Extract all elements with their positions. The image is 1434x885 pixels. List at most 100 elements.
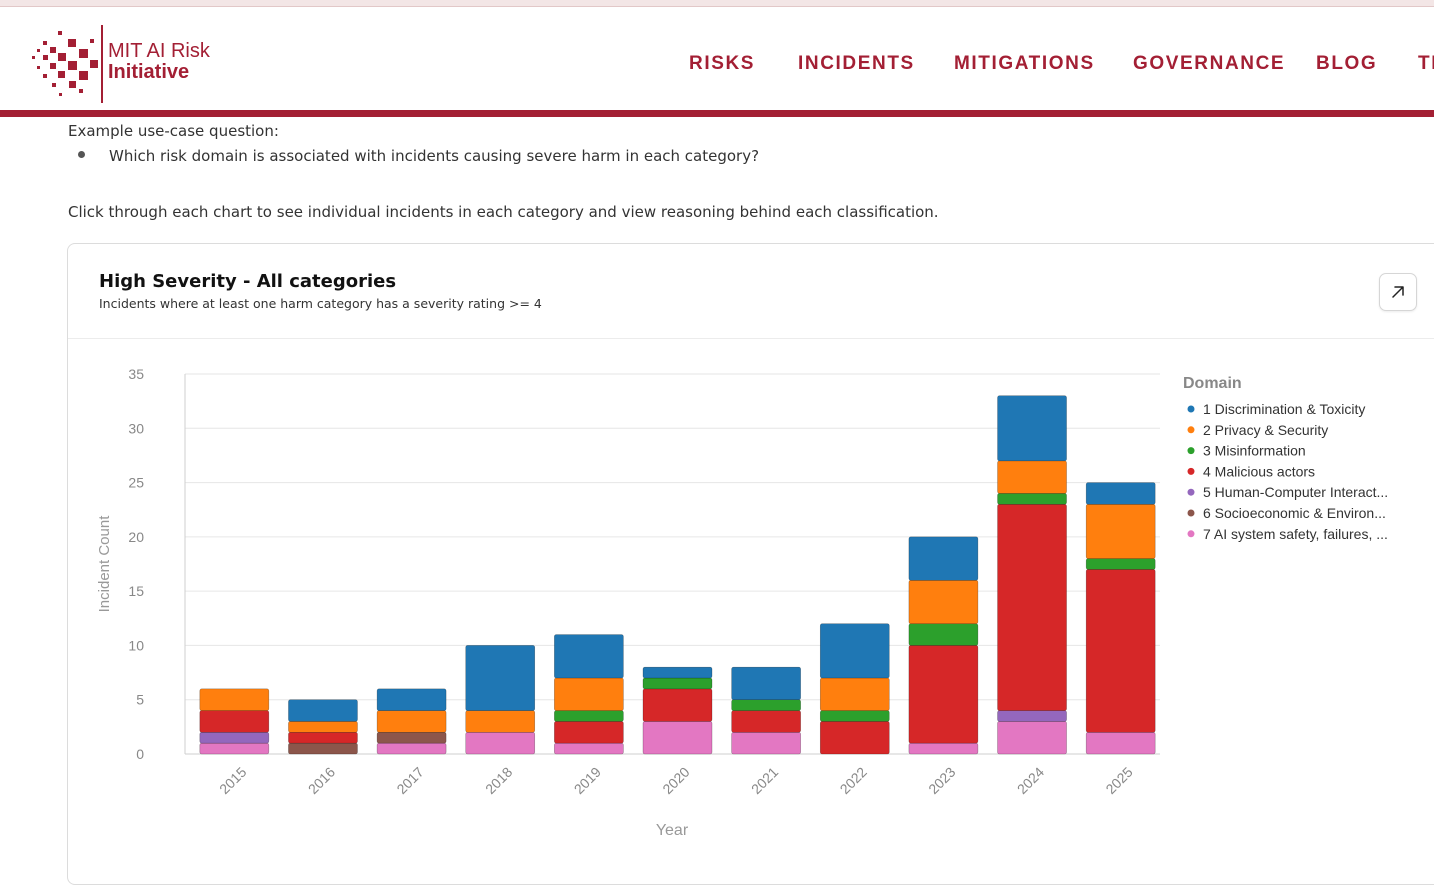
legend-item[interactable]: 6 Socioeconomic & Environ... (1203, 505, 1386, 521)
bar-segment[interactable] (642, 721, 713, 755)
bar-segment[interactable] (1085, 731, 1156, 755)
logo-text: MIT AI Risk Initiative (108, 41, 210, 83)
legend-item[interactable]: 4 Malicious actors (1203, 463, 1315, 479)
bar-segment[interactable] (554, 634, 624, 679)
bar-segment[interactable] (731, 699, 801, 711)
bar-segment[interactable] (288, 731, 358, 744)
logo-line-1: MIT AI Risk (108, 40, 210, 62)
x-axis-title: Year (656, 822, 689, 839)
bar-segment[interactable] (819, 623, 890, 679)
y-tick-label: 0 (136, 746, 144, 762)
y-tick-label: 20 (128, 529, 144, 545)
logo-line-2: Initiative (108, 61, 190, 83)
arrow-up-right-icon (1392, 286, 1404, 298)
bar-segment[interactable] (1085, 558, 1156, 570)
bar-segment[interactable] (554, 721, 624, 744)
legend-marker (1187, 509, 1195, 517)
bar-segment[interactable] (819, 710, 890, 722)
browser-top-edge (0, 0, 1434, 7)
legend-item[interactable]: 2 Privacy & Security (1203, 422, 1328, 438)
bar-segment[interactable] (554, 710, 624, 722)
bar-segment[interactable] (997, 503, 1067, 711)
legend-item[interactable]: 5 Human-Computer Interact... (1203, 484, 1388, 500)
bar-segment[interactable] (288, 721, 358, 733)
bar-segment[interactable] (465, 731, 536, 755)
y-axis-title: Incident Count (96, 515, 113, 613)
bar-segment[interactable] (908, 579, 979, 625)
expand-chart-button[interactable] (1379, 273, 1417, 311)
y-tick-label: 10 (128, 637, 144, 653)
bar-segment[interactable] (908, 742, 979, 755)
bar-segment[interactable] (997, 395, 1067, 462)
bar-segment[interactable] (288, 699, 358, 722)
use-case-label: Example use-case question: (68, 122, 279, 140)
y-tick-label: 15 (128, 583, 144, 599)
logo[interactable]: MIT AI Risk Initiative (30, 25, 230, 105)
logo-mark-icon (32, 31, 98, 96)
header-accent-bar (0, 110, 1434, 117)
legend-marker (1187, 405, 1195, 413)
x-tick-label: 2023 (925, 764, 958, 797)
bar-segment[interactable] (642, 677, 713, 690)
bar-segment[interactable] (731, 710, 801, 733)
bar-segment[interactable] (731, 666, 801, 701)
bar-segment[interactable] (554, 677, 624, 711)
x-tick-label: 2015 (216, 764, 249, 797)
bar-segment[interactable] (465, 710, 536, 733)
bar-segment[interactable] (997, 460, 1067, 494)
x-tick-label: 2017 (393, 764, 426, 797)
bar-segment[interactable] (1085, 569, 1156, 733)
legend-item[interactable]: 7 AI system safety, failures, ... (1203, 526, 1388, 542)
logo-divider (101, 25, 103, 103)
x-tick-label: 2019 (571, 764, 604, 797)
bar-segment[interactable] (376, 742, 447, 755)
bar-segment[interactable] (288, 742, 358, 755)
bar-segment[interactable] (376, 688, 447, 711)
bar-segment[interactable] (908, 536, 979, 581)
legend-marker (1187, 488, 1195, 496)
bar-segment[interactable] (465, 645, 536, 711)
bar-segment[interactable] (199, 688, 270, 711)
bar-segment[interactable] (199, 710, 270, 733)
bar-segment[interactable] (376, 710, 447, 733)
nav-blog[interactable]: BLOG (1316, 53, 1378, 74)
legend-marker (1187, 447, 1195, 455)
legend-marker (1187, 426, 1195, 434)
site-header: MIT AI Risk Initiative RISKS INCIDENTS M… (0, 7, 1434, 110)
bar-segment[interactable] (642, 688, 713, 722)
bar-segment[interactable] (997, 710, 1067, 722)
x-tick-label: 2022 (837, 764, 870, 797)
bar-segment[interactable] (997, 493, 1067, 505)
legend-item[interactable]: 1 Discrimination & Toxicity (1203, 401, 1365, 417)
legend-item[interactable]: 3 Misinformation (1203, 443, 1306, 459)
bar-segment[interactable] (199, 742, 270, 755)
nav-governance[interactable]: GOVERNANCE (1133, 53, 1286, 74)
bar-segment[interactable] (642, 666, 713, 679)
bar-segment[interactable] (908, 623, 979, 646)
bar-segment[interactable] (199, 731, 270, 744)
bar-segment[interactable] (819, 721, 890, 755)
x-tick-label: 2016 (305, 764, 338, 797)
x-tick-label: 2025 (1102, 764, 1135, 797)
nav-mitigations[interactable]: MITIGATIONS (954, 53, 1095, 74)
bar-segment[interactable] (908, 645, 979, 744)
bar-segment[interactable] (554, 742, 624, 755)
bar-segment[interactable] (1085, 503, 1156, 559)
bar-segment[interactable] (376, 731, 447, 744)
main-nav: RISKS INCIDENTS MITIGATIONS GOVERNANCE B… (0, 53, 1434, 77)
bar-segment[interactable] (997, 721, 1067, 755)
bar-segment[interactable] (731, 731, 801, 755)
legend-title: Domain (1183, 375, 1242, 392)
legend-marker (1187, 530, 1195, 538)
chart-card-header: High Severity - All categories Incidents… (68, 244, 1434, 339)
legend-marker (1187, 467, 1195, 475)
chart-title: High Severity - All categories (99, 271, 397, 292)
x-tick-label: 2024 (1014, 764, 1047, 797)
y-tick-label: 35 (128, 366, 144, 382)
bar-segment[interactable] (1085, 482, 1156, 505)
nav-more-truncated[interactable]: TI (1418, 53, 1434, 74)
nav-risks[interactable]: RISKS (689, 53, 756, 74)
bar-segment[interactable] (819, 677, 890, 711)
nav-incidents[interactable]: INCIDENTS (798, 53, 915, 74)
